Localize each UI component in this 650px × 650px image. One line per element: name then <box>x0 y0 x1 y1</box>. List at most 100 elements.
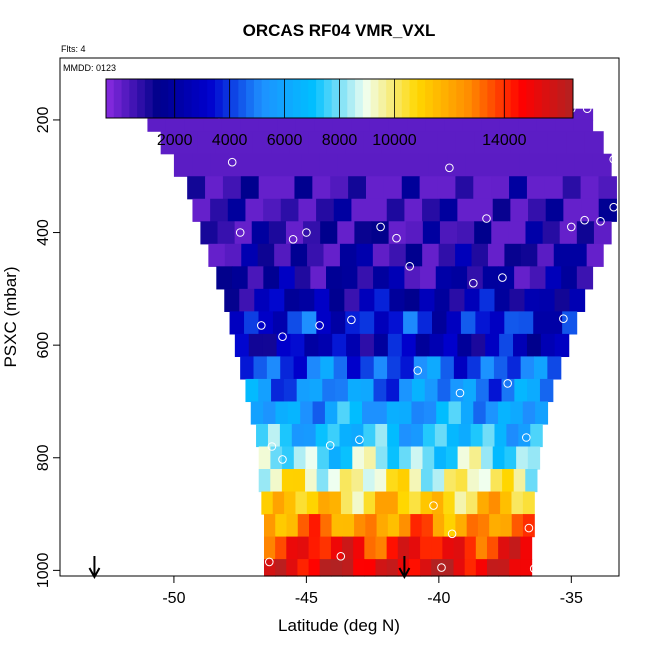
heatmap-cell <box>576 266 594 290</box>
heatmap-cell <box>576 221 595 245</box>
heatmap-cell <box>432 469 445 493</box>
heatmap-cell <box>410 514 423 538</box>
heatmap-cell <box>539 378 554 403</box>
sample-point <box>227 157 237 167</box>
heatmap-cell <box>319 559 332 577</box>
heatmap-cell <box>480 356 495 380</box>
heatmap-cell <box>376 514 389 538</box>
heatmap-cell <box>388 311 404 335</box>
heatmap-cell <box>477 514 490 538</box>
heatmap-cell <box>404 288 421 312</box>
heatmap-cell <box>165 119 186 132</box>
heatmap-cell <box>547 356 562 380</box>
heatmap-cell <box>330 536 343 560</box>
colorbar-swatch <box>417 79 426 118</box>
heatmap-cell <box>363 423 376 448</box>
colorbar-swatch <box>432 79 442 118</box>
heatmap-cell <box>314 119 334 132</box>
heatmap-cell <box>248 333 264 358</box>
heatmap-cell <box>356 243 374 267</box>
heatmap-cell <box>494 423 507 448</box>
heatmap-cell <box>276 176 296 200</box>
heatmap-cell <box>295 119 315 132</box>
heatmap-cell <box>286 536 299 560</box>
heatmap-cell <box>257 243 275 267</box>
heatmap-cell <box>280 356 295 380</box>
heatmap-cell <box>184 119 204 132</box>
heatmap-cell <box>389 243 407 267</box>
heatmap-cell <box>554 333 570 358</box>
heatmap-cell <box>192 153 211 177</box>
heatmap-cell <box>284 491 297 515</box>
heatmap-cell <box>372 243 390 267</box>
heatmap-cell <box>271 378 285 403</box>
heatmap-cell <box>365 176 385 200</box>
heatmap-cell <box>324 401 338 425</box>
heatmap-cell <box>386 401 400 425</box>
heatmap-cell <box>434 423 448 448</box>
heatmap-cell <box>258 176 278 200</box>
heatmap-cell <box>263 266 280 290</box>
heatmap-cell <box>279 266 296 290</box>
heatmap-cell <box>508 221 527 245</box>
heatmap-cell <box>483 153 503 177</box>
heatmap-cell <box>205 176 224 200</box>
heatmap-cell <box>488 491 501 515</box>
heatmap-cell <box>252 131 272 155</box>
heatmap-cell <box>437 378 451 403</box>
colorbar-swatch <box>464 79 473 118</box>
heatmap-cell <box>326 266 343 290</box>
heatmap-cell <box>275 536 287 560</box>
heatmap-cell <box>435 266 453 290</box>
heatmap-cell <box>527 378 541 403</box>
heatmap-cell <box>455 514 468 538</box>
colorbar-swatch <box>386 79 395 118</box>
heatmap-cell <box>399 401 413 425</box>
colorbar-swatch <box>456 79 465 118</box>
heatmap-cell <box>323 243 341 267</box>
heatmap-cell <box>432 514 445 538</box>
heatmap-cell <box>499 333 514 358</box>
heatmap-cell <box>411 401 425 425</box>
heatmap-cell <box>354 221 373 245</box>
heatmap-cell <box>411 378 426 403</box>
colorbar-swatch <box>401 79 411 118</box>
heatmap-cell <box>556 153 576 177</box>
heatmap-cell <box>264 514 276 538</box>
heatmap-cell <box>397 469 410 493</box>
heatmap-cell <box>298 198 317 222</box>
heatmap-cell <box>253 356 268 380</box>
heatmap-cell <box>386 469 399 493</box>
colorbar-swatch <box>479 79 488 118</box>
heatmap-cell <box>436 401 450 425</box>
heatmap-cell <box>275 401 289 425</box>
heatmap-cell <box>510 131 530 155</box>
heatmap-cell <box>374 469 387 493</box>
heatmap-cell <box>347 356 361 380</box>
heatmap-cell <box>258 469 271 493</box>
x-tick-label: -35 <box>560 590 583 607</box>
heatmap-cell <box>270 469 283 493</box>
heatmap-cell <box>534 356 548 380</box>
heatmap-cell <box>415 333 431 358</box>
heatmap-cell <box>342 559 354 577</box>
heatmap-cell <box>375 559 388 577</box>
heatmap-cell <box>457 221 475 245</box>
heatmap-cell <box>381 131 401 155</box>
heatmap-cell <box>309 378 323 403</box>
heatmap-cell <box>387 514 400 538</box>
heatmap-cell <box>348 176 367 200</box>
heatmap-cell <box>369 119 390 132</box>
heatmap-cell <box>401 333 417 358</box>
heatmap-cell <box>464 559 477 577</box>
heatmap-cell <box>457 198 476 222</box>
heatmap-cell <box>293 446 307 470</box>
arrow-markers <box>88 556 411 580</box>
x-tick-label: -50 <box>162 590 185 607</box>
heatmap-cell <box>486 536 499 560</box>
heatmap-cell <box>197 131 217 155</box>
heatmap-cell <box>540 333 556 358</box>
heatmap-cell <box>475 559 488 577</box>
heatmap-cell <box>498 536 510 560</box>
heatmap-cell <box>365 514 378 538</box>
